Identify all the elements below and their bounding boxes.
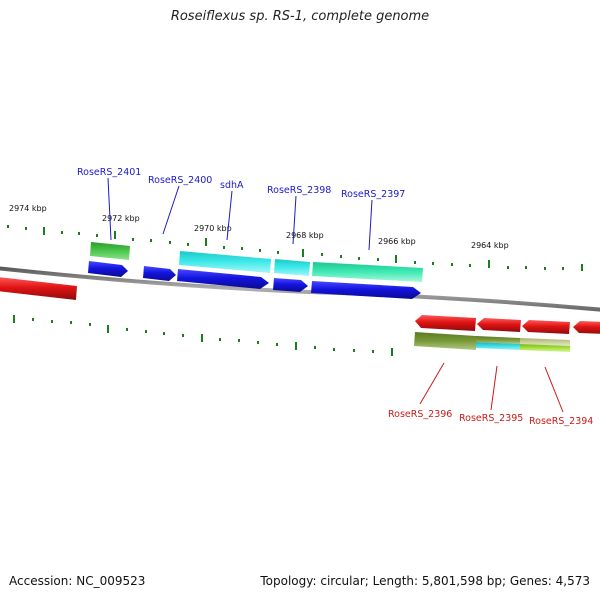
- cds-arrow-rosers-2394: [522, 320, 570, 334]
- cog-block-rosers-2395-a: [476, 336, 520, 344]
- gene-label-sdha: sdhA: [220, 180, 244, 191]
- gene-label-rosers-2395: RoseRS_2395: [459, 413, 523, 424]
- reverse-cog-band: [414, 332, 570, 352]
- gene-label-rosers-2400: RoseRS_2400: [148, 175, 212, 186]
- cog-block-sdha: [179, 251, 271, 273]
- genome-summary-text: Topology: circular; Length: 5,801,598 bp…: [260, 574, 590, 588]
- cds-arrow-rosers-2396: [415, 315, 476, 331]
- cog-block-rosers-2398: [274, 259, 310, 276]
- cds-arrow-rosers-2397: [311, 281, 421, 299]
- cds-arrow-rosers-2395: [477, 318, 521, 332]
- reverse-cds-track: [0, 277, 600, 334]
- cog-block-rosers-2401: [90, 242, 130, 260]
- ruler-label: 2964 kbp: [471, 241, 509, 250]
- map-title: Roseiflexus sp. RS-1, complete genome: [170, 9, 430, 24]
- label-leader-lines: [107, 177, 564, 413]
- forward-cog-band: [90, 242, 423, 282]
- cog-block-rosers-2397: [312, 262, 423, 282]
- cog-block-rosers-2394-b: [520, 344, 570, 352]
- cds-arrow-rosers-2400: [143, 266, 176, 281]
- ruler-label: 2966 kbp: [378, 237, 416, 246]
- ruler-label: 2974 kbp: [9, 204, 47, 213]
- gene-label-rosers-2397: RoseRS_2397: [341, 189, 405, 200]
- gene-label-rosers-2401: RoseRS_2401: [77, 167, 141, 178]
- gene-label-rosers-2394: RoseRS_2394: [529, 416, 593, 427]
- cds-arrow-right-partial: [573, 321, 600, 334]
- cog-block-rosers-2395-b: [476, 342, 520, 350]
- gene-label-rosers-2398: RoseRS_2398: [267, 185, 331, 196]
- accession-text: Accession: NC_009523: [9, 574, 146, 588]
- ruler-label: 2970 kbp: [194, 224, 232, 233]
- gene-label-rosers-2396: RoseRS_2396: [388, 409, 452, 420]
- cds-arrow-rosers-2401: [88, 261, 128, 277]
- inner-ruler-ticks: [13, 315, 393, 356]
- cds-block-left-partial: [0, 277, 77, 300]
- ruler-label: 2972 kbp: [102, 214, 140, 223]
- cog-block-rosers-2394-a: [520, 338, 570, 346]
- cds-arrow-sdha: [177, 269, 269, 289]
- cds-arrow-rosers-2398: [273, 278, 308, 292]
- outer-ruler-ticks: [7, 225, 583, 271]
- forward-cds-track: [88, 261, 421, 299]
- ruler-label: 2968 kbp: [286, 231, 324, 240]
- cog-block-rosers-2396: [414, 332, 476, 350]
